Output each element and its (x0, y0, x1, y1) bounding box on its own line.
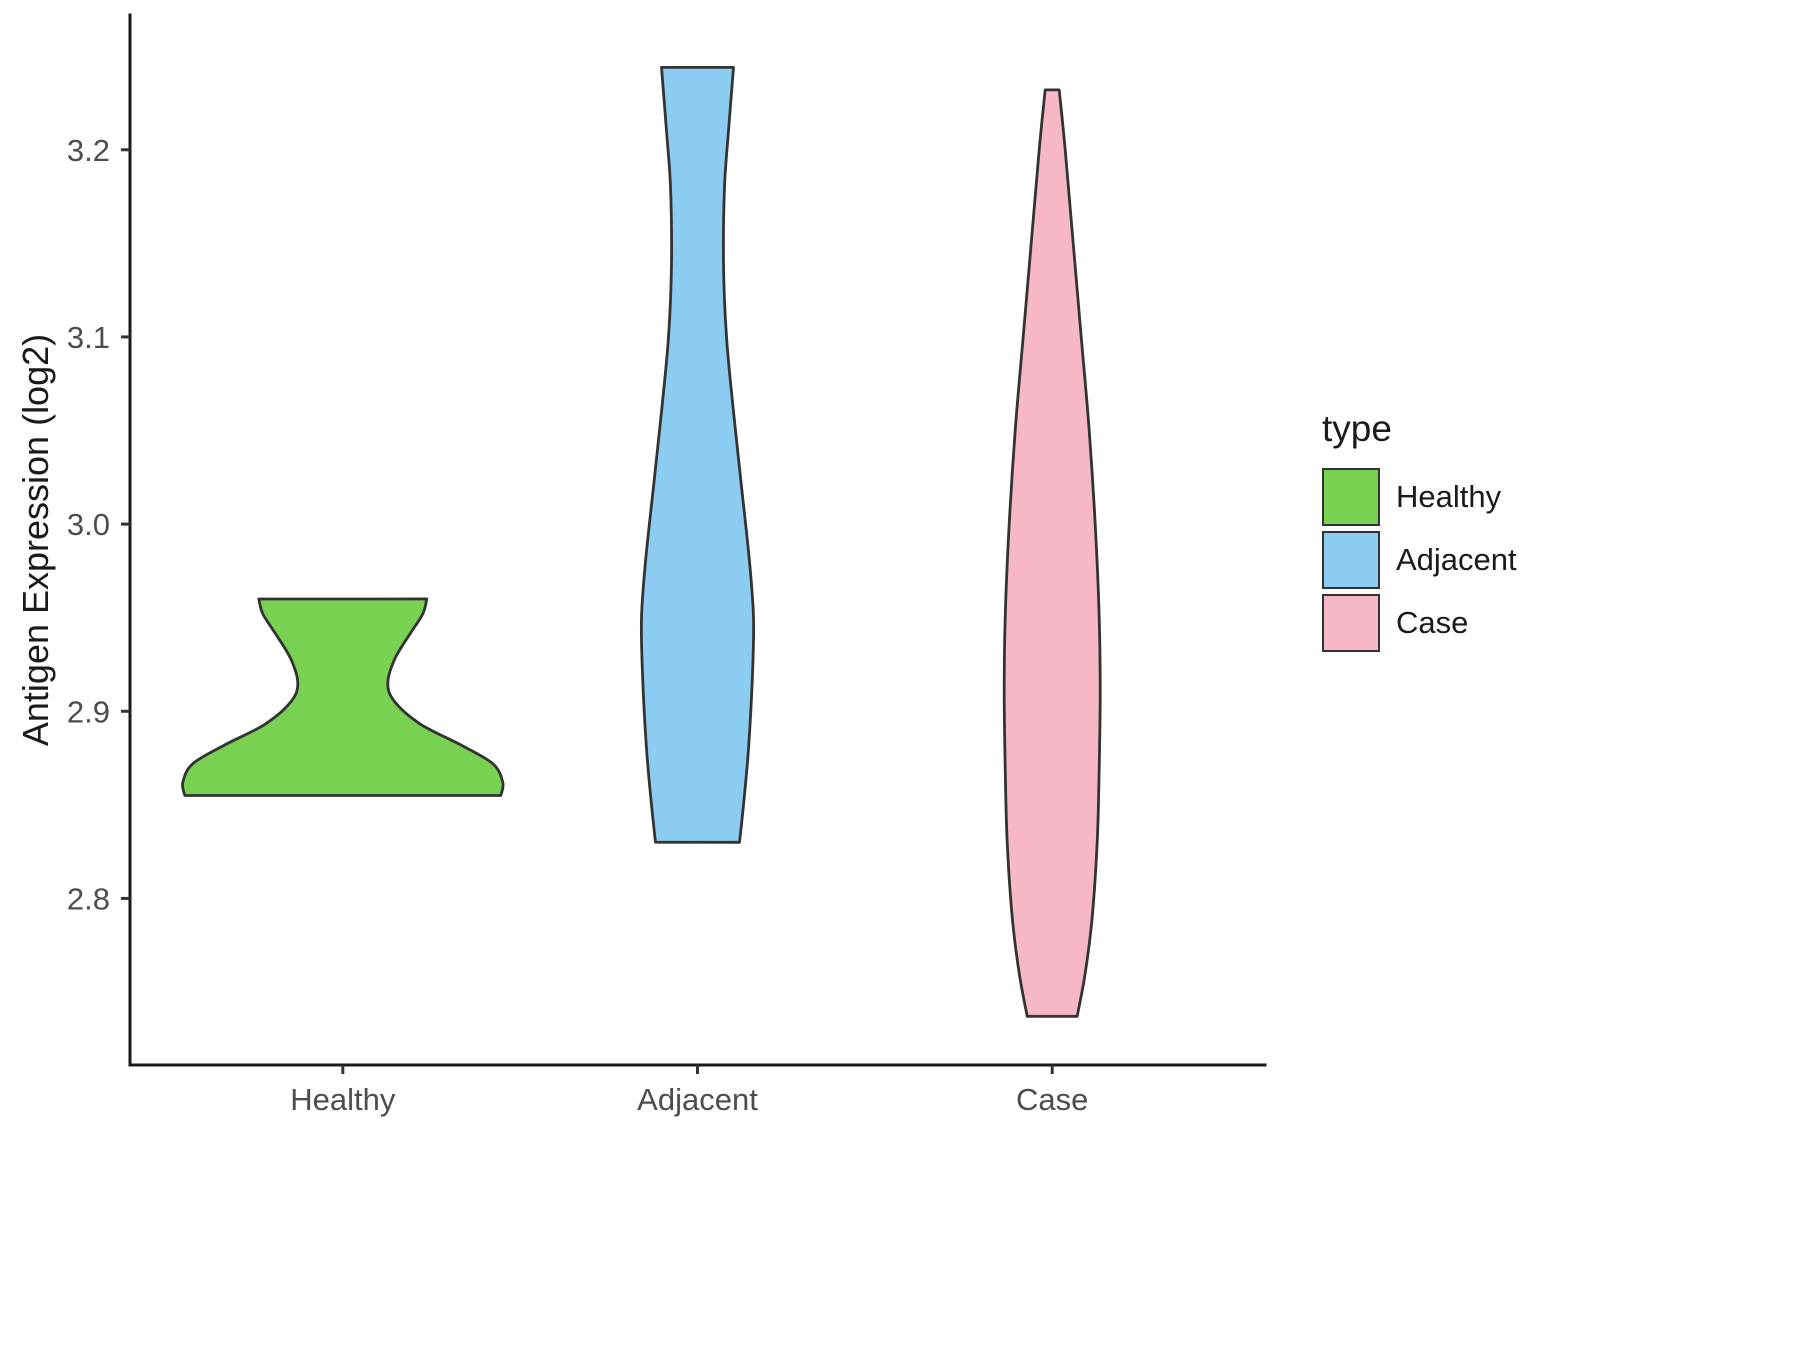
violin-adjacent (639, 66, 756, 844)
y-tick-label: 2.9 (67, 694, 110, 729)
legend-item-case: Case (1322, 594, 1517, 652)
violin-case (1002, 88, 1102, 1018)
y-tick-label: 3.2 (67, 133, 110, 168)
y-tick-label: 2.8 (67, 881, 110, 916)
legend-swatch-adjacent (1322, 531, 1380, 589)
legend-title: type (1322, 408, 1392, 449)
x-tick-label: Adjacent (637, 1082, 758, 1117)
plot-panel: 2.8 2.9 3.0 3.1 3.2 Healthy Adjacent Case (67, 13, 1267, 1117)
x-tick-label: Case (1016, 1082, 1088, 1117)
legend-item-healthy: Healthy (1322, 468, 1517, 526)
legend-label: Adjacent (1396, 542, 1517, 577)
y-tick-label: 3.1 (67, 320, 110, 355)
x-tick-label: Healthy (290, 1082, 396, 1117)
legend-label: Healthy (1396, 479, 1502, 514)
violin-healthy (181, 597, 505, 797)
axis-lines (128, 13, 1267, 1067)
legend-item-adjacent: Adjacent (1322, 531, 1517, 589)
legend-swatch-case (1322, 594, 1380, 652)
y-tick-label: 3.0 (67, 507, 110, 542)
legend-label: Case (1396, 605, 1469, 640)
y-axis-title: Antigen Expression (log2) (15, 334, 56, 746)
legend-swatch-healthy (1322, 468, 1380, 526)
legend-items: Healthy Adjacent Case (1322, 468, 1517, 652)
legend: type Healthy Adjacent Case (1322, 408, 1517, 657)
